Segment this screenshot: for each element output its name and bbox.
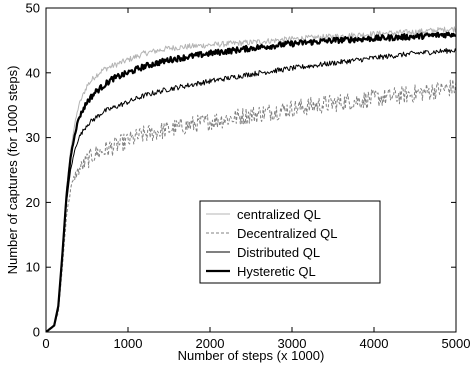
x-tick-label: 5000 xyxy=(442,336,471,351)
series-line-distributed-ql xyxy=(46,47,456,332)
x-tick-label: 0 xyxy=(42,336,49,351)
legend-label: centralized QL xyxy=(237,207,321,222)
legend-label: Distributed QL xyxy=(237,245,320,260)
x-tick-label: 4000 xyxy=(360,336,389,351)
series-line-hysteretic-ql xyxy=(46,31,456,332)
x-tick-label: 1000 xyxy=(114,336,143,351)
legend-label: Decentralized QL xyxy=(237,226,337,241)
legend-box xyxy=(199,200,381,284)
y-tick-label: 20 xyxy=(26,195,40,210)
x-tick-label: 3000 xyxy=(278,336,307,351)
series-line-decentralized-ql xyxy=(46,78,456,332)
x-axis-label: Number of steps (x 1000) xyxy=(178,348,325,363)
legend-label: Hysteretic QL xyxy=(237,264,316,279)
x-tick-label: 2000 xyxy=(196,336,225,351)
y-tick-label: 0 xyxy=(33,325,40,340)
y-tick-label: 50 xyxy=(26,1,40,16)
y-axis-label: Number of captures (for 1000 steps) xyxy=(5,66,20,275)
y-tick-label: 10 xyxy=(26,260,40,275)
plot-frame xyxy=(45,7,457,333)
legend: centralized QL Decentralized QL Distribute… xyxy=(199,200,381,284)
y-tick-label: 40 xyxy=(26,65,40,80)
y-tick-label: 30 xyxy=(26,130,40,145)
